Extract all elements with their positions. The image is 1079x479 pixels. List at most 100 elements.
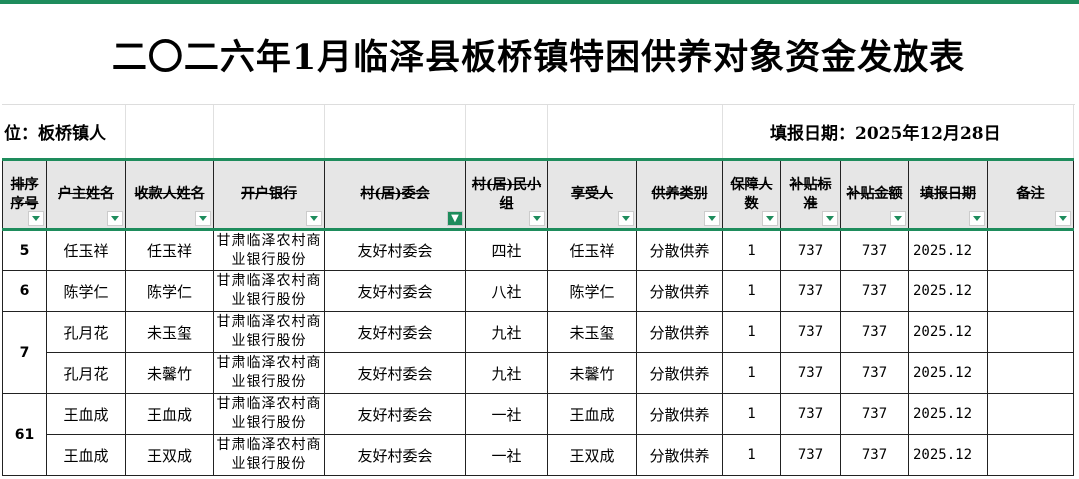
column-header[interactable]: 补贴金额 bbox=[840, 158, 909, 231]
cell-beneficiary[interactable]: 任玉祥 bbox=[547, 229, 637, 271]
cell-count[interactable]: 1 bbox=[722, 352, 781, 394]
column-header[interactable]: 户主姓名 bbox=[46, 158, 126, 231]
cell-payee[interactable]: 任玉祥 bbox=[125, 229, 214, 271]
cell-seq[interactable]: 5 bbox=[2, 229, 47, 271]
cell-date[interactable]: 2025.12 bbox=[908, 393, 988, 435]
cell-seq[interactable]: 6 bbox=[2, 270, 47, 312]
cell-category[interactable]: 分散供养 bbox=[636, 393, 723, 435]
filter-dropdown-icon[interactable] bbox=[107, 211, 123, 226]
filter-dropdown-icon[interactable] bbox=[969, 211, 985, 226]
cell-category[interactable]: 分散供养 bbox=[636, 229, 723, 271]
column-header[interactable]: 填报日期 bbox=[908, 158, 988, 231]
cell-head[interactable]: 孔月花 bbox=[46, 352, 126, 394]
cell-group[interactable]: 一社 bbox=[465, 434, 548, 476]
sheet-title[interactable]: 二〇二六年1月临泽县板桥镇特困供养对象资金发放表 bbox=[2, 4, 1075, 105]
cell-bank[interactable]: 甘肃临泽农村商业银行股份 bbox=[213, 393, 325, 435]
cell-committee[interactable]: 友好村委会 bbox=[324, 229, 466, 271]
column-header[interactable]: 收款人姓名 bbox=[125, 158, 214, 231]
cell-standard[interactable]: 737 bbox=[780, 270, 841, 312]
cell-count[interactable]: 1 bbox=[722, 270, 781, 312]
cell-group[interactable]: 九社 bbox=[465, 352, 548, 394]
filter-dropdown-icon[interactable] bbox=[704, 211, 720, 226]
cell-bank[interactable]: 甘肃临泽农村商业银行股份 bbox=[213, 229, 325, 271]
cell-beneficiary[interactable]: 王血成 bbox=[547, 393, 637, 435]
cell-standard[interactable]: 737 bbox=[780, 393, 841, 435]
cell-category[interactable]: 分散供养 bbox=[636, 270, 723, 312]
cell-note[interactable] bbox=[987, 352, 1074, 394]
cell-payee[interactable]: 未玉玺 bbox=[125, 311, 214, 353]
filter-dropdown-icon[interactable] bbox=[762, 211, 778, 226]
column-header[interactable]: 排序序号 bbox=[2, 158, 47, 231]
cell-date[interactable]: 2025.12 bbox=[908, 352, 988, 394]
cell-amount[interactable]: 737 bbox=[840, 229, 909, 271]
cell-count[interactable]: 1 bbox=[722, 434, 781, 476]
unit-label[interactable]: 位：板桥镇人 bbox=[4, 124, 106, 144]
column-header[interactable]: 备注 bbox=[987, 158, 1074, 231]
cell-standard[interactable]: 737 bbox=[780, 311, 841, 353]
column-header[interactable]: 享受人 bbox=[547, 158, 637, 231]
filter-dropdown-icon[interactable] bbox=[618, 211, 634, 226]
cell-category[interactable]: 分散供养 bbox=[636, 434, 723, 476]
cell-head[interactable]: 王血成 bbox=[46, 393, 126, 435]
cell-amount[interactable]: 737 bbox=[840, 270, 909, 312]
cell-bank[interactable]: 甘肃临泽农村商业银行股份 bbox=[213, 434, 325, 476]
column-header[interactable]: 补贴标准 bbox=[780, 158, 841, 231]
filter-dropdown-icon[interactable] bbox=[28, 211, 44, 226]
column-header[interactable]: 开户银行 bbox=[213, 158, 325, 231]
cell-bank[interactable]: 甘肃临泽农村商业银行股份 bbox=[213, 352, 325, 394]
column-header[interactable]: 保障人数 bbox=[722, 158, 781, 231]
filter-dropdown-icon[interactable] bbox=[1055, 211, 1071, 226]
cell-seq[interactable]: 7 bbox=[2, 311, 47, 394]
cell-group[interactable]: 八社 bbox=[465, 270, 548, 312]
filter-dropdown-icon[interactable] bbox=[195, 211, 211, 226]
cell-amount[interactable]: 737 bbox=[840, 434, 909, 476]
cell-standard[interactable]: 737 bbox=[780, 434, 841, 476]
cell-date[interactable]: 2025.12 bbox=[908, 434, 988, 476]
cell-amount[interactable]: 737 bbox=[840, 311, 909, 353]
cell-committee[interactable]: 友好村委会 bbox=[324, 311, 466, 353]
cell-head[interactable]: 孔月花 bbox=[46, 311, 126, 353]
fill-date-label[interactable]: 填报日期：2025年12月28日 bbox=[770, 124, 1001, 144]
cell-head[interactable]: 王血成 bbox=[46, 434, 126, 476]
cell-committee[interactable]: 友好村委会 bbox=[324, 270, 466, 312]
filter-active-icon[interactable]: ▼ bbox=[447, 211, 463, 226]
column-header[interactable]: 村(居)民小组 bbox=[465, 158, 548, 231]
cell-head[interactable]: 陈学仁 bbox=[46, 270, 126, 312]
cell-standard[interactable]: 737 bbox=[780, 352, 841, 394]
cell-payee[interactable]: 王双成 bbox=[125, 434, 214, 476]
cell-beneficiary[interactable]: 王双成 bbox=[547, 434, 637, 476]
cell-date[interactable]: 2025.12 bbox=[908, 311, 988, 353]
column-header[interactable]: 村(居)委会 ▼ bbox=[324, 158, 466, 231]
cell-committee[interactable]: 友好村委会 bbox=[324, 393, 466, 435]
cell-count[interactable]: 1 bbox=[722, 229, 781, 271]
cell-note[interactable] bbox=[987, 311, 1074, 353]
cell-group[interactable]: 一社 bbox=[465, 393, 548, 435]
cell-count[interactable]: 1 bbox=[722, 393, 781, 435]
cell-bank[interactable]: 甘肃临泽农村商业银行股份 bbox=[213, 311, 325, 353]
cell-beneficiary[interactable]: 未馨竹 bbox=[547, 352, 637, 394]
cell-note[interactable] bbox=[987, 434, 1074, 476]
cell-date[interactable]: 2025.12 bbox=[908, 229, 988, 271]
filter-dropdown-icon[interactable] bbox=[822, 211, 838, 226]
cell-note[interactable] bbox=[987, 229, 1074, 271]
cell-count[interactable]: 1 bbox=[722, 311, 781, 353]
cell-category[interactable]: 分散供养 bbox=[636, 311, 723, 353]
cell-amount[interactable]: 737 bbox=[840, 393, 909, 435]
cell-beneficiary[interactable]: 未玉玺 bbox=[547, 311, 637, 353]
cell-category[interactable]: 分散供养 bbox=[636, 352, 723, 394]
cell-payee[interactable]: 未馨竹 bbox=[125, 352, 214, 394]
cell-standard[interactable]: 737 bbox=[780, 229, 841, 271]
cell-payee[interactable]: 王血成 bbox=[125, 393, 214, 435]
filter-dropdown-icon[interactable] bbox=[890, 211, 906, 226]
cell-amount[interactable]: 737 bbox=[840, 352, 909, 394]
cell-group[interactable]: 九社 bbox=[465, 311, 548, 353]
cell-seq[interactable]: 61 bbox=[2, 393, 47, 476]
cell-payee[interactable]: 陈学仁 bbox=[125, 270, 214, 312]
cell-head[interactable]: 任玉祥 bbox=[46, 229, 126, 271]
cell-committee[interactable]: 友好村委会 bbox=[324, 352, 466, 394]
cell-note[interactable] bbox=[987, 393, 1074, 435]
cell-group[interactable]: 四社 bbox=[465, 229, 548, 271]
cell-date[interactable]: 2025.12 bbox=[908, 270, 988, 312]
filter-dropdown-icon[interactable] bbox=[306, 211, 322, 226]
cell-bank[interactable]: 甘肃临泽农村商业银行股份 bbox=[213, 270, 325, 312]
